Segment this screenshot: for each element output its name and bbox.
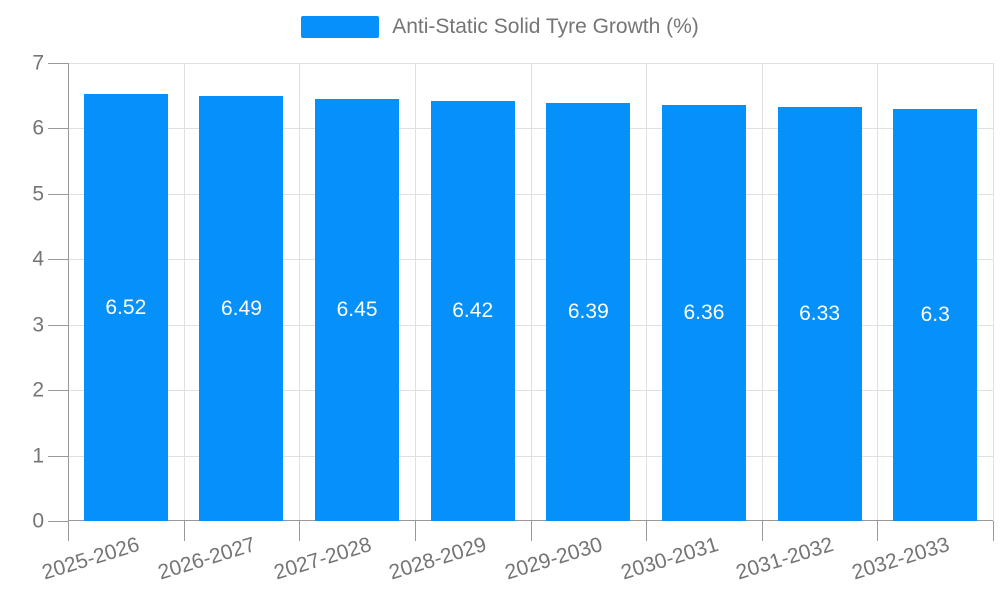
vertical-gridline (183, 63, 185, 521)
x-axis-tick (530, 521, 532, 541)
vertical-gridline (530, 63, 532, 521)
y-axis-tick (48, 193, 68, 195)
y-axis-tick (48, 390, 68, 392)
bar[interactable]: 6.36 (661, 104, 746, 521)
x-axis-line (68, 520, 993, 521)
x-axis-category-label: 2025-2026 (39, 533, 143, 585)
bar[interactable]: 6.45 (315, 98, 400, 521)
y-axis-tick-label: 5 (32, 182, 44, 206)
vertical-gridline (299, 63, 301, 521)
x-axis-tick (68, 521, 69, 541)
y-axis-tick (48, 128, 68, 130)
bar-value-label: 6.3 (920, 302, 950, 326)
y-axis-tick-label: 2 (32, 378, 44, 402)
y-axis-tick-label: 1 (32, 444, 44, 468)
chart-legend[interactable]: Anti-Static Solid Tyre Growth (%) (0, 16, 1000, 38)
y-axis-line (68, 63, 69, 521)
x-axis-category-label: 2029-2030 (502, 533, 606, 585)
y-axis-tick-label: 6 (32, 116, 44, 140)
x-axis-tick (761, 521, 763, 541)
x-axis-category-label: 2030-2031 (617, 533, 721, 585)
x-axis-tick (299, 521, 301, 541)
vertical-gridline (646, 63, 648, 521)
x-axis-category-label: 2026-2027 (155, 533, 259, 585)
bar[interactable]: 6.33 (777, 106, 862, 521)
x-axis-category-label: 2027-2028 (271, 533, 374, 585)
bar[interactable]: 6.42 (430, 100, 515, 521)
bar[interactable]: 6.52 (83, 94, 168, 521)
x-axis-category-label: 2028-2029 (386, 533, 490, 585)
y-axis-tick-label: 0 (32, 509, 44, 533)
x-axis-tick (183, 521, 185, 541)
x-axis-tick (646, 521, 648, 541)
x-axis-category-label: 2032-2033 (849, 533, 952, 585)
bar-value-label: 6.45 (336, 297, 378, 321)
bar[interactable]: 6.39 (546, 102, 631, 521)
plot-area: 0 1 2 3 4 5 6 7 6.52 2025-2026 6.49 2026-2027 6.45 20… (32, 53, 994, 584)
y-axis-tick (48, 455, 68, 457)
y-axis-tick (48, 63, 68, 64)
y-axis-tick-label: 4 (32, 247, 44, 271)
vertical-gridline (993, 63, 994, 521)
vertical-gridline (761, 63, 763, 521)
x-axis-tick (414, 521, 416, 541)
vertical-gridline (414, 63, 416, 521)
y-axis-tick-label: 3 (32, 313, 44, 337)
bar-value-label: 6.36 (683, 300, 725, 324)
x-axis-tick (993, 521, 994, 541)
x-axis-tick (877, 521, 879, 541)
bar-value-label: 6.39 (567, 299, 609, 323)
vertical-gridline (877, 63, 879, 521)
y-axis-tick (48, 324, 68, 326)
bar-value-label: 6.49 (221, 296, 262, 320)
legend-swatch-icon (301, 16, 380, 38)
y-axis-tick-label: 7 (32, 51, 44, 75)
bar-value-label: 6.52 (105, 295, 147, 319)
bar[interactable]: 6.49 (199, 96, 284, 521)
legend-label: Anti-Static Solid Tyre Growth (%) (392, 15, 699, 38)
x-axis-category-label: 2031-2032 (733, 533, 837, 585)
bar[interactable]: 6.3 (893, 108, 978, 521)
bar-value-label: 6.33 (799, 301, 840, 325)
y-axis-tick (48, 259, 68, 261)
y-axis-tick (48, 521, 68, 522)
bar-value-label: 6.42 (452, 298, 494, 322)
